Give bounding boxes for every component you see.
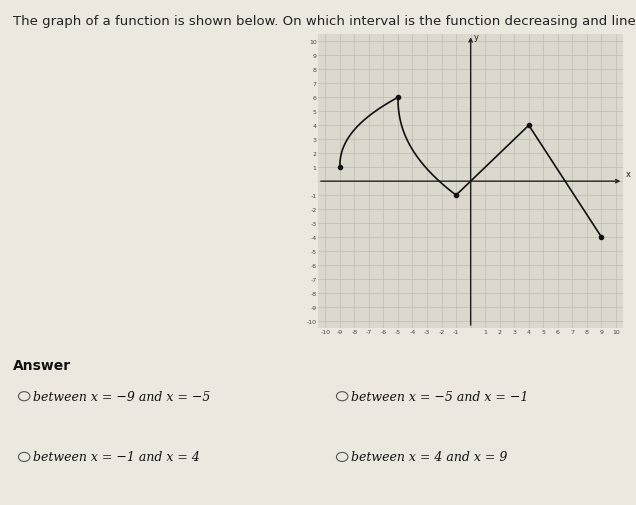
Text: x: x	[626, 170, 631, 179]
Text: between x = −1 and x = 4: between x = −1 and x = 4	[33, 450, 200, 464]
Text: Answer: Answer	[13, 359, 71, 373]
Text: between x = 4 and x = 9: between x = 4 and x = 9	[351, 450, 508, 464]
Text: The graph of a function is shown below. On which interval is the function decrea: The graph of a function is shown below. …	[13, 15, 636, 28]
Text: y: y	[474, 32, 478, 41]
Text: between x = −5 and x = −1: between x = −5 and x = −1	[351, 390, 529, 403]
Text: between x = −9 and x = −5: between x = −9 and x = −5	[33, 390, 211, 403]
